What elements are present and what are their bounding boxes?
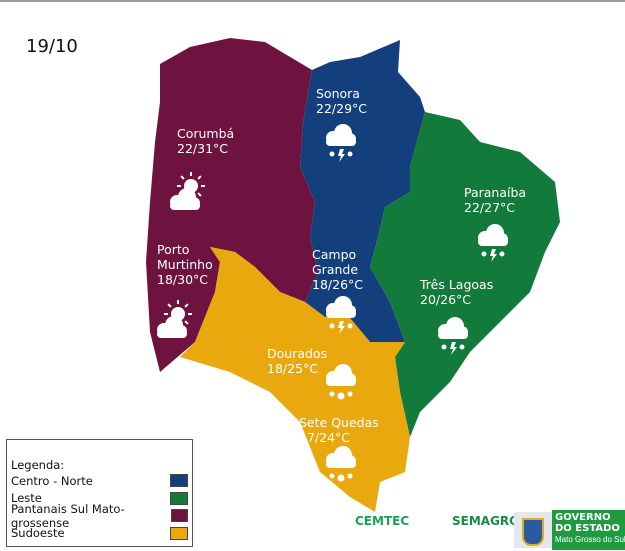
date-label: 19/10 [26,36,78,57]
city-paranaiba: Paranaíba 22/27°C [464,185,526,215]
rain-cloud-icon [326,364,356,400]
governo-logo: GOVERNO DO ESTADO Mato Grosso do Sul [552,510,625,550]
city-name: Porto Murtinho [157,242,213,272]
partly-cloudy-sun-icon [170,172,205,210]
city-dourados: Dourados 18/25°C [267,346,327,376]
thunderstorm-rain-icon [326,124,356,162]
city-name: Corumbá [177,126,235,141]
governo-line3: Mato Grosso do Sul [555,535,625,544]
legend-item: Centro - Norte [11,472,188,490]
city-temp: 22/27°C [464,200,516,215]
legend-label: Pantanais Sul Mato-grossense [11,501,125,530]
region-leste [370,112,560,437]
region-sudoeste [180,247,410,512]
legend-swatch [170,474,188,488]
legend-item: Pantanais Sul Mato-grossense [11,502,188,530]
city-name: Sete Quedas [299,415,379,430]
legend: Legenda: Centro - Norte Leste Pantanais … [6,439,193,547]
city-tres-lagoas: Três Lagoas 20/26°C [420,277,493,307]
governo-line1: GOVERNO [555,512,611,523]
thunderstorm-rain-icon [326,296,356,334]
partly-cloudy-sun-icon [157,300,192,338]
city-temp: 22/29°C [316,101,368,116]
state-coat-of-arms-logo [514,512,552,548]
city-name: Campo Grande [312,247,359,277]
thunderstorm-rain-icon [478,224,508,262]
city-temp: 20/26°C [420,292,472,307]
city-temp: 18/30°C [157,272,209,287]
legend-item: Sudoeste [11,525,188,543]
city-sonora: Sonora 22/29°C [316,86,367,116]
thunderstorm-rain-icon [438,317,468,355]
city-name: Dourados [267,346,328,361]
city-campo-grande: Campo Grande 18/26°C [312,247,364,292]
city-temp: 18/26°C [312,277,364,292]
legend-swatch [170,526,188,540]
city-temp: 18/25°C [267,361,319,376]
legend-title: Legenda: [11,458,65,472]
city-porto-murtinho: Porto Murtinho 18/30°C [157,242,217,287]
region-pantanal [146,38,318,372]
cemtec-logo: CEMTEC [355,514,410,528]
legend-label: Leste [11,491,42,506]
city-sete-quedas: Sete Quedas 17/24°C [299,415,379,445]
governo-line2: DO ESTADO [555,523,620,534]
city-name: Sonora [316,86,360,101]
city-temp: 22/31°C [177,141,229,156]
region-centro-norte [300,40,425,342]
legend-label: Centro - Norte [11,473,93,488]
legend-swatch [170,491,188,505]
legend-label: Sudoeste [11,526,65,541]
city-name: Paranaíba [464,185,527,200]
city-temp: 17/24°C [299,430,351,445]
semagro-logo: SEMAGRO [452,514,520,528]
city-name: Três Lagoas [420,277,494,292]
legend-item: Leste [11,490,188,508]
legend-swatch [171,509,188,523]
city-corumba: Corumbá 22/31°C [177,126,234,156]
rain-cloud-icon [326,446,356,482]
